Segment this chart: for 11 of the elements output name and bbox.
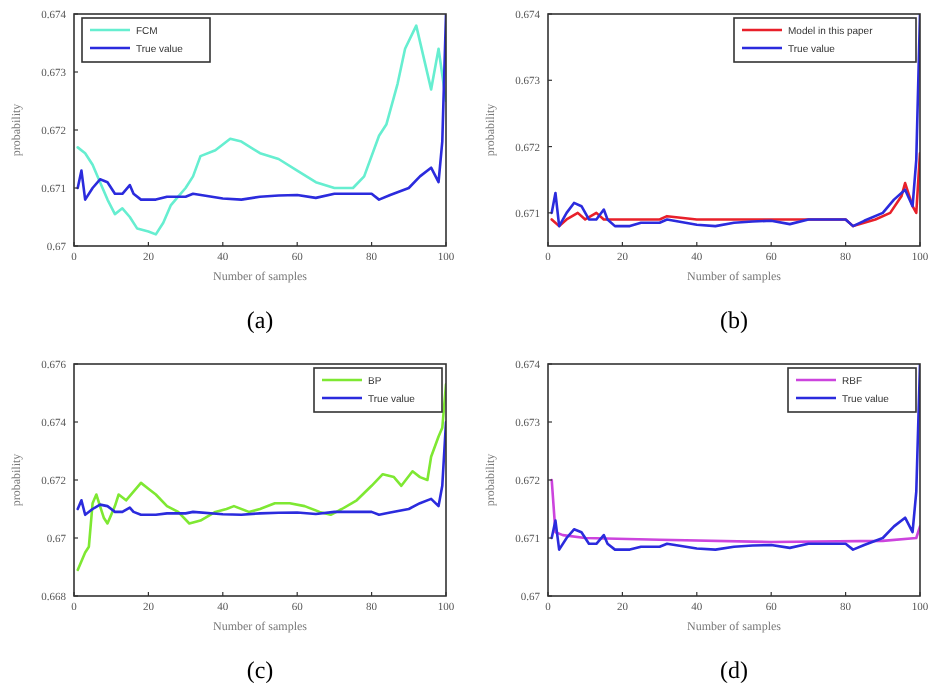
text: (a) bbox=[246, 306, 274, 334]
line-series bbox=[76, 14, 446, 201]
line-series bbox=[76, 24, 446, 236]
text: (d) bbox=[720, 656, 748, 684]
line-series bbox=[76, 383, 446, 572]
line-series bbox=[550, 364, 920, 551]
line-series bbox=[550, 478, 920, 544]
text: (c) bbox=[246, 656, 274, 684]
line-series bbox=[550, 151, 920, 228]
line-series bbox=[76, 420, 446, 517]
text: (b) bbox=[720, 306, 748, 334]
